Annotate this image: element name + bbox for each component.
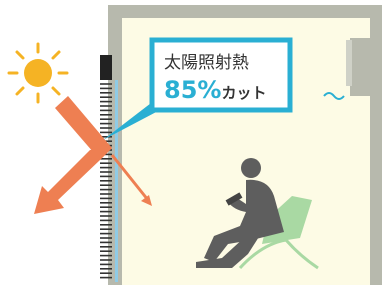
blind-top (100, 55, 112, 80)
callout-title: 太陽照射熱 (164, 53, 249, 73)
callout-value-number: 85% (164, 76, 221, 104)
callout-suffix: カット (221, 84, 266, 102)
air-conditioner-front (346, 40, 352, 86)
air-conditioner (350, 38, 370, 96)
illustration: 太陽照射熱 85%カット (0, 0, 382, 285)
window-glass (115, 80, 118, 282)
sun (9, 44, 67, 102)
